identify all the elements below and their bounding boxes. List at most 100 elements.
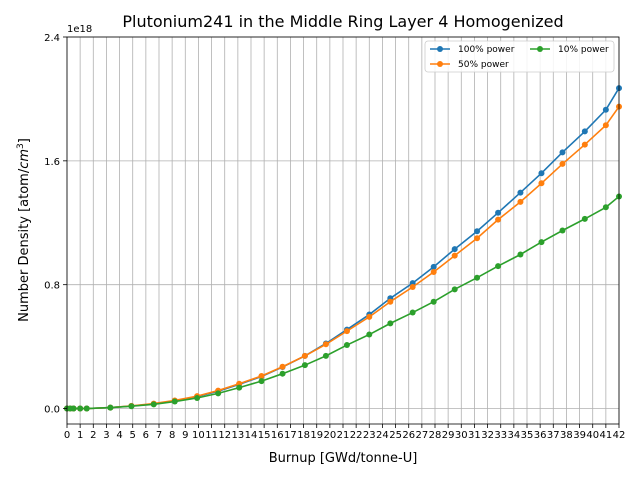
- data-point: [495, 216, 502, 223]
- data-point: [430, 268, 437, 275]
- data-point: [279, 370, 286, 377]
- legend: 100% power 50% power 10% power: [424, 40, 615, 73]
- series-3: [64, 193, 622, 412]
- data-point: [559, 227, 566, 234]
- x-tick-label: 11: [205, 430, 218, 441]
- data-point: [602, 204, 609, 211]
- y-tick-label: 2.4: [44, 33, 60, 44]
- x-tick-label: 21: [337, 430, 350, 441]
- x-tick-label: 26: [402, 430, 415, 441]
- x-tick-label: 18: [297, 430, 310, 441]
- y-tick-label: 0.8: [44, 281, 60, 292]
- x-tick-label: 31: [468, 430, 481, 441]
- x-tick-label: 24: [376, 430, 389, 441]
- data-point: [538, 239, 545, 246]
- x-tick-label: 14: [245, 430, 258, 441]
- x-tick-label: 8: [169, 430, 175, 441]
- x-tick-label: 2: [90, 430, 96, 441]
- x-tick-label: 37: [547, 430, 560, 441]
- x-tick-label: 16: [271, 430, 284, 441]
- data-point: [409, 309, 416, 316]
- data-point: [387, 320, 394, 327]
- data-point: [77, 405, 84, 412]
- data-point: [474, 274, 481, 281]
- data-point: [517, 189, 524, 196]
- chart-title: Plutonium241 in the Middle Ring Layer 4 …: [122, 12, 563, 31]
- data-point: [194, 394, 201, 401]
- data-point: [474, 235, 481, 242]
- legend-label: 100% power: [458, 45, 515, 55]
- x-tick-label: 10: [192, 430, 205, 441]
- data-point: [366, 331, 373, 338]
- y-axis-offset-label: 1e18: [67, 24, 92, 35]
- x-axis-label: Burnup [GWd/tonne-U]: [269, 451, 418, 466]
- data-point: [538, 170, 545, 177]
- x-tick-label: 12: [218, 430, 231, 441]
- data-point: [581, 141, 588, 148]
- data-point: [495, 263, 502, 270]
- x-tick-label: 27: [415, 430, 428, 441]
- data-point: [559, 149, 566, 156]
- data-point: [279, 363, 286, 370]
- data-point: [409, 284, 416, 291]
- data-point: [128, 403, 135, 410]
- data-point: [451, 286, 458, 293]
- x-tick-label: 28: [429, 430, 442, 441]
- data-point: [322, 352, 329, 359]
- x-tick-label: 42: [613, 430, 626, 441]
- data-point: [517, 251, 524, 258]
- x-tick-label: 30: [455, 430, 468, 441]
- x-tick-label: 36: [534, 430, 547, 441]
- data-point: [171, 398, 178, 405]
- data-point: [602, 122, 609, 129]
- legend-marker: [437, 61, 443, 67]
- data-point: [581, 215, 588, 222]
- x-tick-label: 19: [310, 430, 323, 441]
- x-tick-label: 40: [586, 430, 599, 441]
- data-point: [150, 401, 157, 408]
- data-point: [70, 405, 77, 412]
- data-point: [301, 362, 308, 369]
- x-tick-label: 9: [182, 430, 188, 441]
- x-tick-label: 7: [156, 430, 162, 441]
- data-point: [215, 390, 222, 397]
- x-tick-label: 29: [442, 430, 455, 441]
- x-tick-label: 20: [323, 430, 336, 441]
- data-point: [474, 228, 481, 235]
- series-layer: [64, 85, 622, 412]
- legend-box: [424, 40, 615, 73]
- series-line: [67, 195, 620, 410]
- data-point: [83, 405, 90, 412]
- x-tick-label: 22: [350, 430, 363, 441]
- x-tick-label: 17: [284, 430, 297, 441]
- x-tick-label: 4: [116, 430, 122, 441]
- data-point: [107, 404, 114, 411]
- x-tick-label: 39: [573, 430, 586, 441]
- x-tick-label: 3: [103, 430, 109, 441]
- data-point: [538, 180, 545, 187]
- data-point: [322, 341, 329, 348]
- x-axis-ticks: 0 1 2 3 4 5 6 7 8 9 10 11 12 13 14 15 16 17 18 19 20 21 22 23 24…: [64, 424, 626, 441]
- data-point: [517, 198, 524, 205]
- y-tick-label: 1.6: [44, 157, 60, 168]
- data-point: [581, 128, 588, 135]
- data-point: [343, 328, 350, 335]
- x-tick-label: 23: [363, 430, 376, 441]
- legend-marker: [537, 46, 543, 52]
- legend-label: 10% power: [558, 45, 609, 55]
- data-point: [343, 342, 350, 349]
- y-axis-label-end: ]: [17, 138, 32, 143]
- y-axis-label-unit: cm: [17, 149, 32, 169]
- y-axis-label: Number Density [atom/cm3]: [16, 138, 32, 322]
- x-tick-label: 15: [258, 430, 271, 441]
- y-axis-label-exponent: 3: [16, 143, 26, 149]
- legend-marker: [437, 46, 443, 52]
- x-tick-label: 1: [77, 430, 83, 441]
- data-point: [366, 313, 373, 320]
- data-point: [258, 378, 265, 385]
- y-axis-ticks: 0.0 0.8 1.6 2.4: [44, 33, 67, 416]
- legend-label: 50% power: [458, 60, 509, 70]
- x-tick-label: 0: [64, 430, 70, 441]
- x-tick-label: 25: [389, 430, 402, 441]
